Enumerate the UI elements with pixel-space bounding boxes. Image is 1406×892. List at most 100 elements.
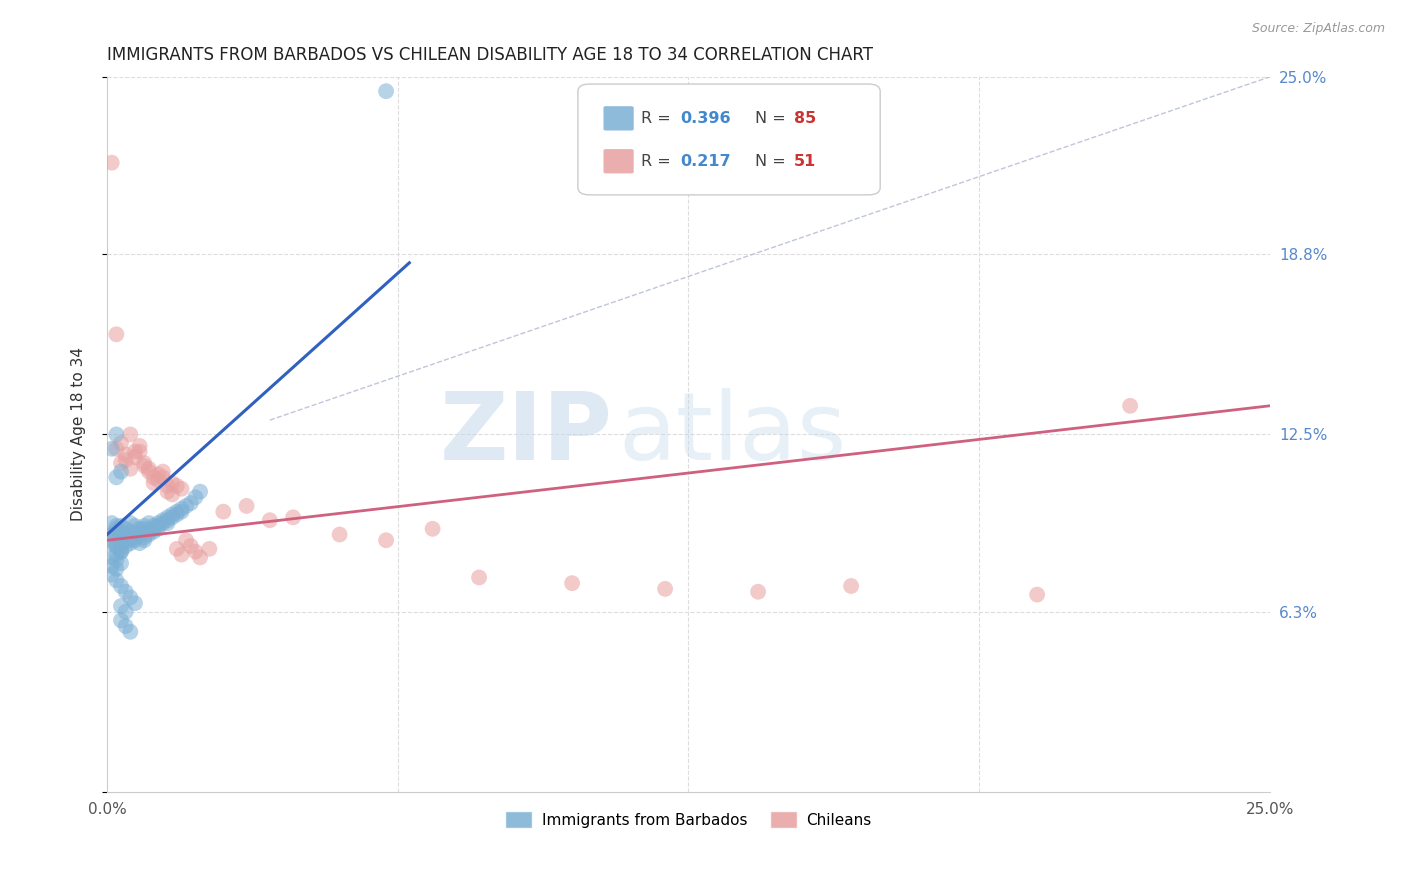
Point xyxy=(110,613,132,627)
Point xyxy=(105,470,128,484)
Text: IMMIGRANTS FROM BARBADOS VS CHILEAN DISABILITY AGE 18 TO 34 CORRELATION CHART: IMMIGRANTS FROM BARBADOS VS CHILEAN DISA… xyxy=(107,46,873,64)
Point xyxy=(100,559,122,574)
Point xyxy=(120,536,142,550)
Point xyxy=(138,465,160,479)
Point xyxy=(152,516,174,530)
Point xyxy=(148,467,170,482)
Point xyxy=(166,505,188,519)
Point xyxy=(114,527,136,541)
Point xyxy=(114,605,136,619)
Point xyxy=(128,536,150,550)
Point xyxy=(114,584,136,599)
Point xyxy=(160,510,183,524)
Point xyxy=(166,508,188,522)
FancyBboxPatch shape xyxy=(603,149,634,173)
Point xyxy=(114,447,136,461)
Point xyxy=(100,567,122,582)
Point xyxy=(110,579,132,593)
Point xyxy=(259,513,281,527)
Point xyxy=(114,619,136,633)
Point xyxy=(105,327,128,342)
Point xyxy=(124,527,146,541)
Point xyxy=(156,484,179,499)
Point xyxy=(110,456,132,470)
Point xyxy=(156,516,179,530)
Point xyxy=(148,519,170,533)
Point xyxy=(134,519,156,533)
Point xyxy=(142,470,165,484)
Point xyxy=(110,465,132,479)
Point xyxy=(110,544,132,558)
Text: 0.217: 0.217 xyxy=(681,153,731,169)
Point xyxy=(156,479,179,493)
Point xyxy=(148,522,170,536)
Point xyxy=(174,499,197,513)
Text: 0.396: 0.396 xyxy=(681,111,731,126)
Point xyxy=(212,505,235,519)
Point xyxy=(120,462,142,476)
Point xyxy=(100,527,122,541)
Point xyxy=(375,533,398,548)
FancyBboxPatch shape xyxy=(603,106,634,130)
Point xyxy=(128,524,150,539)
Point xyxy=(654,582,676,596)
Text: 85: 85 xyxy=(794,111,817,126)
Text: N =: N = xyxy=(755,111,786,126)
Point xyxy=(120,591,142,605)
Point xyxy=(110,533,132,548)
Text: Source: ZipAtlas.com: Source: ZipAtlas.com xyxy=(1251,22,1385,36)
Point xyxy=(142,524,165,539)
Point xyxy=(105,574,128,588)
Point xyxy=(124,596,146,610)
Point xyxy=(134,456,156,470)
Point xyxy=(561,576,583,591)
Point xyxy=(170,501,193,516)
Point xyxy=(180,539,202,553)
Point xyxy=(142,519,165,533)
Point xyxy=(128,527,150,541)
Point xyxy=(148,473,170,487)
Point xyxy=(188,550,211,565)
Point xyxy=(235,499,257,513)
Point xyxy=(105,539,128,553)
Point xyxy=(105,522,128,536)
Point xyxy=(198,541,221,556)
Point xyxy=(134,458,156,473)
Point xyxy=(422,522,444,536)
Point xyxy=(152,513,174,527)
Point xyxy=(138,524,160,539)
Point xyxy=(124,450,146,465)
Text: R =: R = xyxy=(641,111,671,126)
Point xyxy=(120,624,142,639)
Point xyxy=(105,524,128,539)
Point xyxy=(188,484,211,499)
Point xyxy=(166,479,188,493)
Point xyxy=(110,436,132,450)
Point xyxy=(142,522,165,536)
Point xyxy=(184,491,207,505)
Point xyxy=(1026,588,1049,602)
Point xyxy=(114,539,136,553)
Point xyxy=(160,508,183,522)
Point xyxy=(747,584,769,599)
Point xyxy=(156,510,179,524)
Point xyxy=(110,544,132,558)
Y-axis label: Disability Age 18 to 34: Disability Age 18 to 34 xyxy=(72,347,86,522)
Point xyxy=(114,527,136,541)
Point xyxy=(120,524,142,539)
Point xyxy=(170,482,193,496)
Point xyxy=(105,539,128,553)
Point xyxy=(110,599,132,613)
Point xyxy=(138,516,160,530)
Point xyxy=(105,562,128,576)
Point xyxy=(100,527,122,541)
Point xyxy=(174,533,197,548)
Point xyxy=(105,553,128,567)
Point xyxy=(120,427,142,442)
Point xyxy=(329,527,352,541)
Point xyxy=(105,548,128,562)
Point xyxy=(110,524,132,539)
Text: 51: 51 xyxy=(794,153,817,169)
Point xyxy=(120,533,142,548)
Point xyxy=(124,530,146,544)
